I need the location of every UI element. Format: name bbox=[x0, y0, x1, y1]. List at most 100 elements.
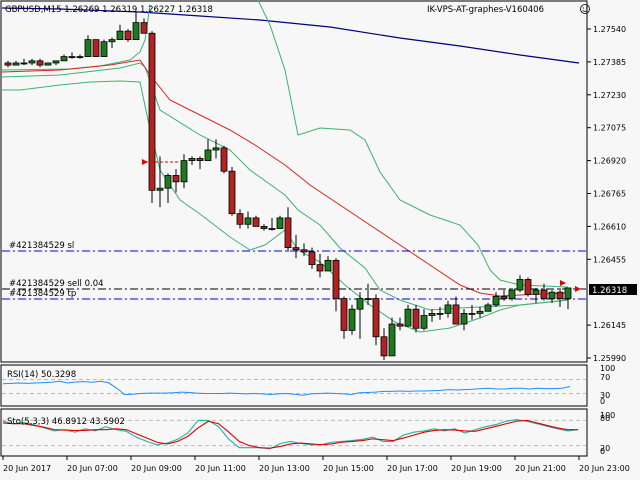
candle bbox=[68, 52, 76, 59]
candle bbox=[12, 60, 20, 66]
trade-arrow-icon bbox=[575, 286, 581, 292]
time-tick: 20 Jun 13:00 bbox=[259, 464, 310, 473]
time-tick: 20 Jun 17:00 bbox=[387, 464, 438, 473]
candle bbox=[164, 173, 172, 204]
candle bbox=[332, 258, 340, 312]
time-tick: 20 Jun 2017 bbox=[3, 464, 51, 473]
axes: 1.27540 1.27385 1.27230 1.27075 1.26920 1.267… bbox=[2, 25, 630, 473]
smiley-face-icon[interactable] bbox=[580, 4, 590, 14]
candle bbox=[484, 302, 492, 312]
entry-line-label: #421384529 sell 0.04 bbox=[9, 279, 104, 289]
candle bbox=[420, 309, 428, 331]
candle bbox=[260, 224, 268, 231]
candle bbox=[540, 283, 548, 301]
candle bbox=[372, 294, 380, 346]
candle bbox=[516, 275, 524, 293]
candle bbox=[396, 317, 404, 331]
candle bbox=[500, 290, 508, 301]
svg-text:1.26318: 1.26318 bbox=[592, 286, 627, 296]
svg-text:100: 100 bbox=[600, 411, 615, 420]
candle bbox=[460, 309, 468, 331]
candle bbox=[356, 292, 364, 339]
time-tick: 20 Jun 15:00 bbox=[323, 464, 374, 473]
candle bbox=[180, 154, 188, 189]
candle bbox=[556, 287, 564, 308]
candle bbox=[380, 328, 388, 361]
price-tick: 1.26765 bbox=[593, 190, 626, 199]
svg-text:0: 0 bbox=[600, 397, 605, 406]
candle bbox=[284, 207, 292, 252]
candle bbox=[36, 58, 44, 68]
price-tick: 1.26455 bbox=[593, 255, 626, 264]
price-tick: 1.27075 bbox=[593, 124, 626, 133]
candle bbox=[156, 156, 164, 208]
svg-text:0: 0 bbox=[600, 447, 605, 456]
candle bbox=[340, 296, 348, 339]
candle bbox=[548, 290, 556, 303]
candle bbox=[508, 287, 516, 301]
candle bbox=[348, 304, 356, 335]
price-tick: 1.26920 bbox=[593, 157, 626, 166]
candle bbox=[124, 29, 132, 42]
candle bbox=[452, 296, 460, 325]
candle bbox=[252, 215, 260, 227]
candle bbox=[476, 307, 484, 318]
time-tick: 20 Jun 23:00 bbox=[579, 464, 630, 473]
candle bbox=[532, 287, 540, 303]
price-tick: 1.27385 bbox=[593, 58, 626, 67]
candle bbox=[4, 60, 12, 68]
candle bbox=[428, 309, 436, 322]
candle bbox=[100, 39, 108, 57]
candle bbox=[300, 243, 308, 257]
rsi-label: RSI(14) 50.3298 bbox=[7, 370, 76, 380]
candle bbox=[132, 12, 140, 41]
svg-text:30: 30 bbox=[600, 391, 610, 400]
svg-text:20: 20 bbox=[600, 444, 610, 453]
time-tick: 20 Jun 11:00 bbox=[195, 464, 246, 473]
candle bbox=[76, 54, 84, 59]
price-tick: 1.26610 bbox=[593, 222, 626, 231]
candle bbox=[292, 234, 300, 259]
candle bbox=[52, 60, 60, 66]
candle bbox=[436, 307, 444, 320]
svg-text:80: 80 bbox=[600, 414, 610, 423]
stochastic-label: Sto(5,3,3) 46.8912 43.5902 bbox=[7, 417, 125, 427]
stochastic-plot bbox=[2, 419, 586, 450]
candle bbox=[564, 287, 572, 310]
candle bbox=[412, 304, 420, 333]
candle bbox=[236, 209, 244, 229]
price-tick: 1.27230 bbox=[593, 91, 626, 100]
candle bbox=[148, 31, 156, 204]
candle bbox=[196, 156, 204, 170]
time-tick: 20 Jun 21:00 bbox=[515, 464, 566, 473]
candle bbox=[108, 37, 116, 49]
candle bbox=[324, 256, 332, 272]
candle bbox=[244, 211, 252, 229]
candle bbox=[212, 139, 220, 159]
main-chart-frame bbox=[0, 0, 588, 363]
candle bbox=[60, 54, 68, 62]
candle bbox=[492, 292, 500, 308]
main-price-plot[interactable] bbox=[1, 0, 586, 361]
sl-line-label: #421384529 sl bbox=[9, 241, 74, 251]
current-price-tag: 1.26318 bbox=[589, 284, 637, 296]
candle bbox=[388, 317, 396, 357]
symbol-info: GBPUSD,M15 1.26269 1.26319 1.26227 1.263… bbox=[5, 5, 213, 15]
price-tick: 1.27540 bbox=[593, 25, 626, 34]
candle bbox=[172, 169, 180, 193]
expert-name: IK-VPS-AT-graphes-V160406 bbox=[427, 5, 544, 15]
trade-open-arrow-icon bbox=[142, 159, 148, 165]
candle bbox=[220, 145, 228, 174]
candle bbox=[188, 156, 196, 165]
candle bbox=[308, 247, 316, 269]
svg-text:100: 100 bbox=[600, 364, 615, 373]
candle bbox=[140, 18, 148, 34]
svg-text:70: 70 bbox=[600, 373, 610, 382]
time-tick: 20 Jun 09:00 bbox=[131, 464, 182, 473]
candle bbox=[92, 39, 100, 57]
candle bbox=[116, 24, 124, 41]
trade-arrow-icon bbox=[560, 280, 566, 286]
price-tick: 1.26145 bbox=[593, 321, 626, 330]
time-tick: 20 Jun 07:00 bbox=[67, 464, 118, 473]
candle bbox=[20, 58, 28, 66]
